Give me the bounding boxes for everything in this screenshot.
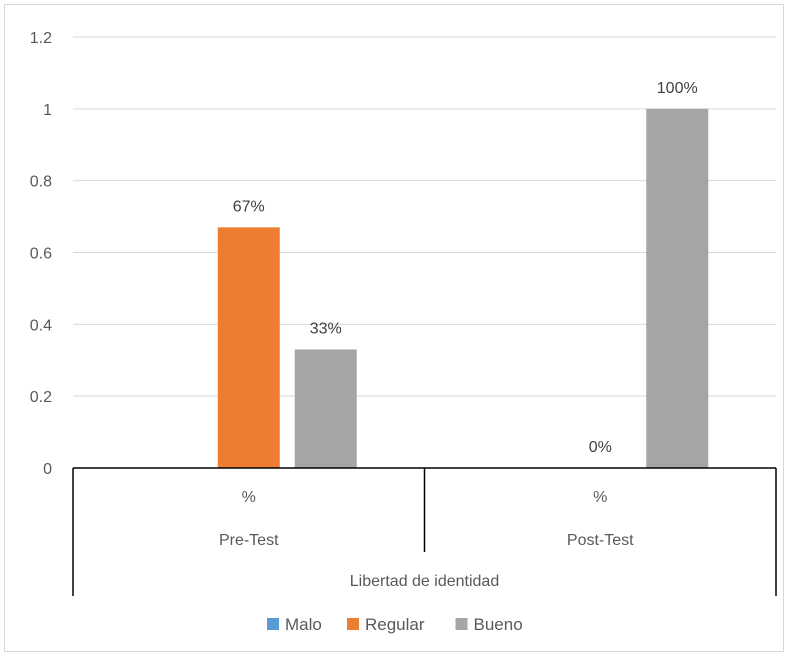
data-label: 67% xyxy=(233,198,265,215)
category-sub-label: % xyxy=(593,489,607,506)
category-label: Post-Test xyxy=(567,532,634,549)
legend-swatch-regular xyxy=(347,618,359,630)
outer-category-label: Libertad de identidad xyxy=(350,573,499,590)
data-label: 0% xyxy=(589,439,612,456)
y-tick-label: 1.2 xyxy=(30,30,52,47)
y-tick-label: 0 xyxy=(43,461,52,478)
legend-label: Malo xyxy=(285,615,322,634)
bar-bueno xyxy=(646,108,709,468)
y-tick-label: 0.4 xyxy=(30,317,52,334)
bar-bueno xyxy=(294,349,357,468)
y-tick-label: 0.2 xyxy=(30,389,52,406)
category-sub-label: % xyxy=(242,489,256,506)
category-label: Pre-Test xyxy=(219,532,279,549)
y-tick-label: 1 xyxy=(43,102,52,119)
legend-label: Bueno xyxy=(474,615,523,634)
legend-swatch-bueno xyxy=(455,618,468,630)
y-tick-label: 0.6 xyxy=(30,246,52,263)
data-label: 33% xyxy=(310,320,342,337)
bar-regular xyxy=(217,227,280,468)
legend-swatch-malo xyxy=(267,618,279,630)
legend-label: Regular xyxy=(365,615,425,634)
data-label: 100% xyxy=(657,80,698,97)
y-tick-label: 0.8 xyxy=(30,174,52,191)
